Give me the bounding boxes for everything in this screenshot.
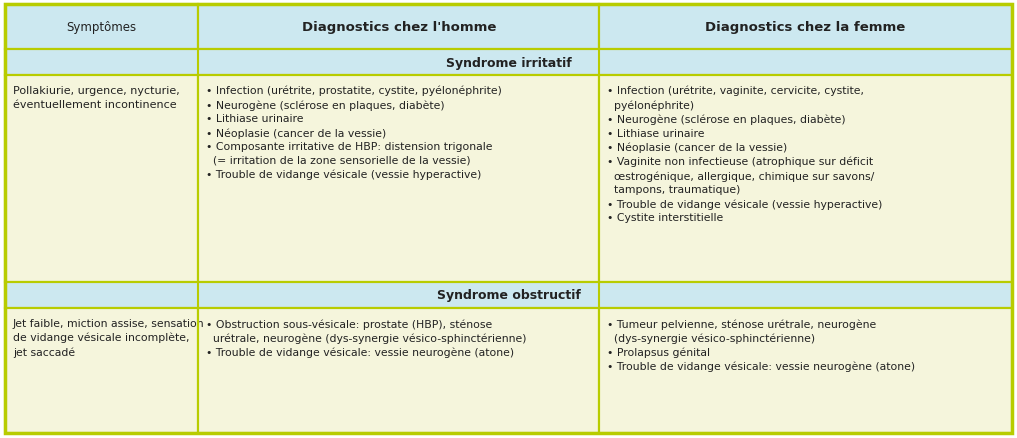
Bar	[5, 76, 198, 283]
Bar	[5, 50, 1012, 76]
Text: Syndrome obstructif: Syndrome obstructif	[436, 289, 581, 302]
Bar	[198, 5, 599, 50]
Bar	[198, 308, 599, 433]
Bar	[5, 308, 198, 433]
Bar	[5, 283, 1012, 308]
Bar	[5, 5, 198, 50]
Text: • Infection (urétrite, prostatite, cystite, pyélonéphrite)
• Neurogène (sclérose: • Infection (urétrite, prostatite, cysti…	[206, 86, 502, 180]
Text: • Obstruction sous-vésicale: prostate (HBP), sténose
  urétrale, neurogène (dys-: • Obstruction sous-vésicale: prostate (H…	[206, 318, 527, 357]
Text: • Infection (urétrite, vaginite, cervicite, cystite,
  pyélonéphrite)
• Neurogèn: • Infection (urétrite, vaginite, cervici…	[607, 86, 883, 223]
Bar	[599, 308, 1012, 433]
Text: Pollakiurie, urgence, nycturie,
éventuellement incontinence: Pollakiurie, urgence, nycturie, éventuel…	[13, 86, 180, 110]
Text: Diagnostics chez la femme: Diagnostics chez la femme	[706, 21, 906, 34]
Bar	[198, 76, 599, 283]
Bar	[599, 76, 1012, 283]
Text: Diagnostics chez l'homme: Diagnostics chez l'homme	[302, 21, 496, 34]
Text: Jet faible, miction assise, sensation
de vidange vésicale incomplète,
jet saccad: Jet faible, miction assise, sensation de…	[13, 318, 204, 357]
Bar	[599, 5, 1012, 50]
Text: Syndrome irritatif: Syndrome irritatif	[445, 57, 572, 69]
Text: • Tumeur pelvienne, sténose urétrale, neurogène
  (dys-synergie vésico-sphinctér: • Tumeur pelvienne, sténose urétrale, ne…	[607, 318, 915, 371]
Text: Symptômes: Symptômes	[66, 21, 136, 34]
